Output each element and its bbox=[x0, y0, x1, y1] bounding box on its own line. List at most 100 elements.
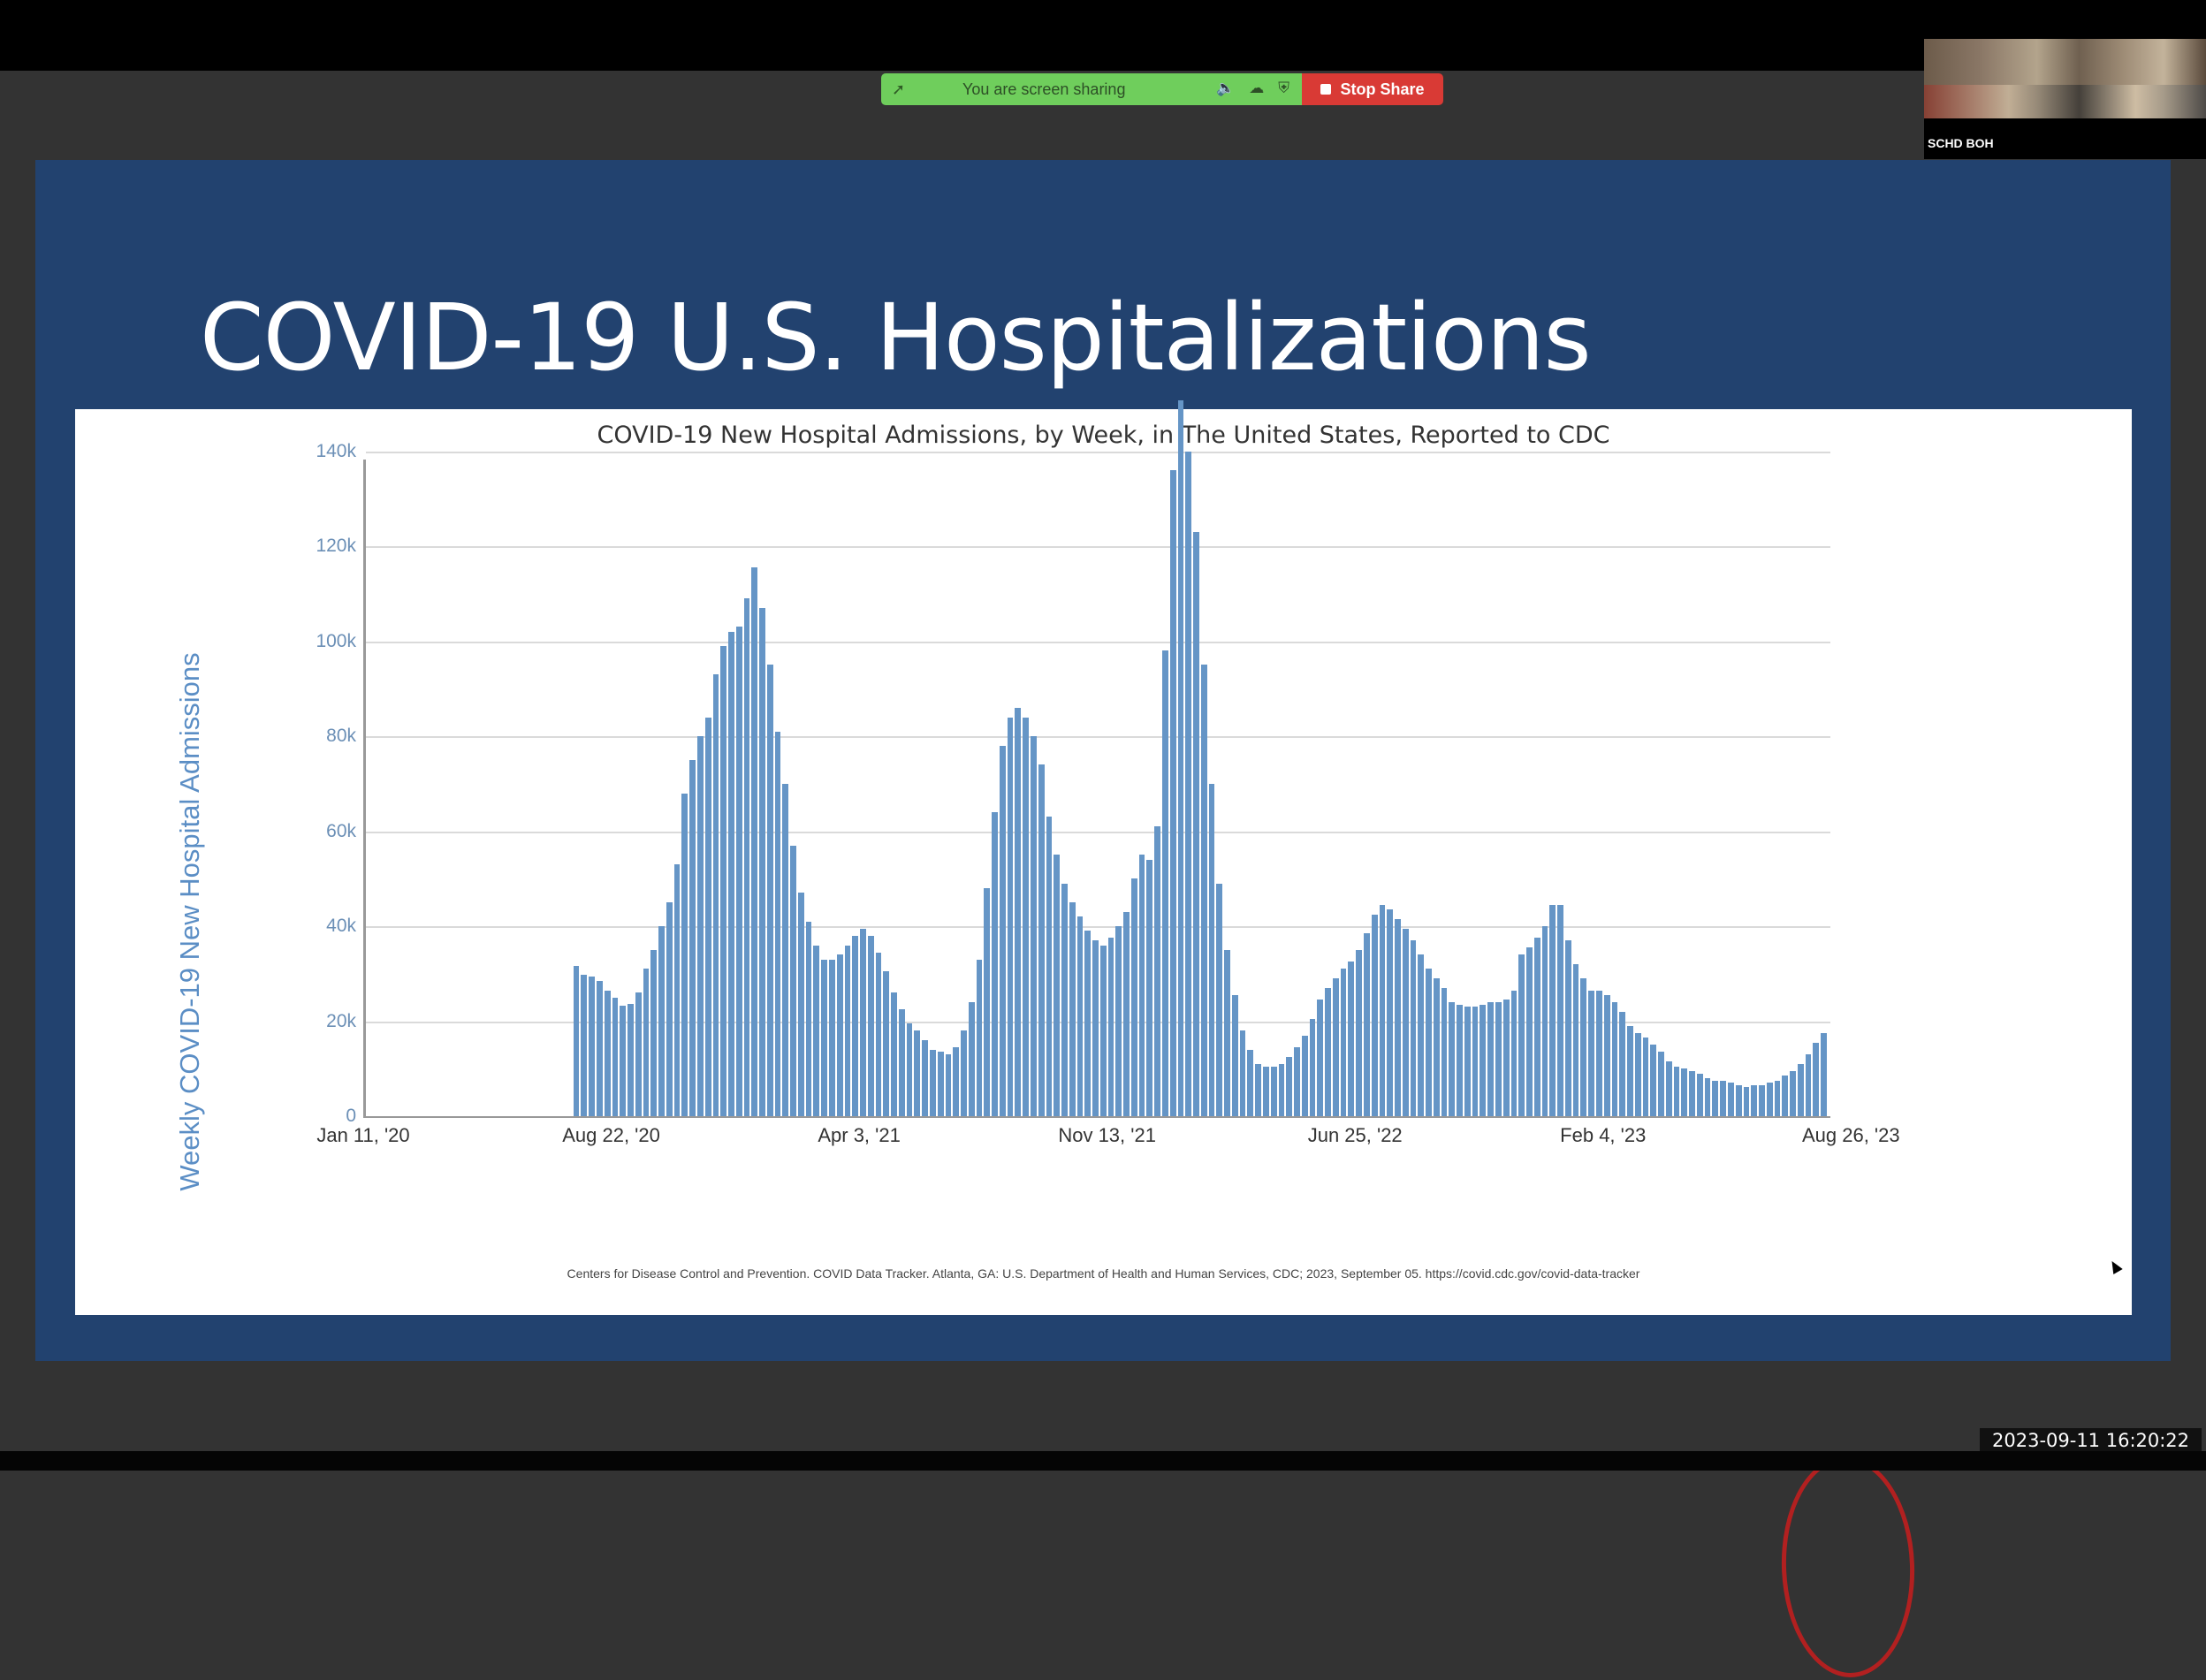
cloud-icon[interactable]: ☁ bbox=[1249, 80, 1265, 96]
bar bbox=[1130, 878, 1137, 1116]
bar bbox=[1704, 1078, 1711, 1116]
bar bbox=[1533, 938, 1540, 1116]
x-tick-label: Nov 13, '21 bbox=[1058, 1124, 1156, 1146]
bar bbox=[1782, 1076, 1789, 1116]
screen-share-bar: ➚ You are screen sharing 🔈 ☁ ⛨ Stop Shar… bbox=[881, 73, 1443, 105]
bar bbox=[1270, 1066, 1277, 1116]
bar bbox=[906, 1023, 913, 1116]
bar bbox=[1084, 931, 1092, 1116]
participant-video-tile[interactable]: SCHD BOH bbox=[1924, 39, 2206, 159]
bar bbox=[720, 645, 727, 1116]
bar bbox=[1572, 964, 1579, 1116]
bar bbox=[1426, 969, 1432, 1116]
bar bbox=[1502, 1000, 1510, 1116]
bar bbox=[1162, 650, 1168, 1116]
bar bbox=[813, 945, 820, 1116]
gridline bbox=[366, 736, 1830, 738]
bar bbox=[1627, 1025, 1633, 1116]
bar bbox=[867, 935, 874, 1116]
bar bbox=[1766, 1083, 1773, 1116]
y-tick-label: 140k bbox=[316, 440, 356, 461]
bar bbox=[953, 1047, 960, 1116]
bar bbox=[790, 845, 796, 1116]
bar bbox=[1138, 855, 1145, 1116]
bar bbox=[898, 1009, 905, 1116]
bar bbox=[1402, 928, 1409, 1116]
bar bbox=[805, 921, 812, 1116]
bar bbox=[1247, 1049, 1254, 1116]
bar bbox=[1418, 954, 1425, 1116]
bar bbox=[1023, 717, 1029, 1116]
bar bbox=[1363, 933, 1370, 1116]
y-axis-label: Weekly COVID-19 New Hospital Admissions bbox=[174, 652, 205, 1191]
red-ellipse-annotation bbox=[1777, 1454, 1919, 1680]
bar bbox=[968, 1002, 975, 1116]
y-tick-label: 100k bbox=[316, 630, 356, 651]
bar bbox=[1564, 940, 1571, 1116]
video-feed bbox=[1924, 39, 2206, 118]
bar bbox=[1759, 1085, 1765, 1116]
x-axis bbox=[363, 1116, 1830, 1118]
bar bbox=[620, 1005, 627, 1116]
bar bbox=[1805, 1054, 1812, 1116]
bar bbox=[1054, 855, 1061, 1116]
bar bbox=[658, 926, 665, 1116]
bar bbox=[1154, 826, 1161, 1116]
y-tick-label: 80k bbox=[326, 726, 356, 746]
bar bbox=[1681, 1068, 1688, 1116]
stop-share-label: Stop Share bbox=[1340, 80, 1425, 98]
bar bbox=[1751, 1085, 1758, 1116]
bar bbox=[573, 966, 580, 1116]
y-tick-label: 20k bbox=[326, 1010, 356, 1031]
bar bbox=[1595, 990, 1602, 1116]
x-tick-label: Jun 25, '22 bbox=[1307, 1124, 1403, 1146]
stop-share-button[interactable]: Stop Share bbox=[1302, 73, 1443, 105]
bar bbox=[875, 952, 882, 1116]
bar bbox=[1634, 1032, 1641, 1116]
bar bbox=[1487, 1002, 1494, 1116]
bar bbox=[673, 864, 681, 1116]
bar bbox=[766, 665, 773, 1116]
bar bbox=[1395, 918, 1401, 1116]
bar bbox=[1720, 1080, 1727, 1116]
bar bbox=[1200, 665, 1207, 1116]
bar bbox=[1348, 962, 1355, 1116]
bar bbox=[1208, 783, 1215, 1116]
bar bbox=[1549, 904, 1556, 1116]
bar bbox=[860, 928, 866, 1116]
bar bbox=[1007, 717, 1014, 1116]
bar bbox=[1030, 736, 1037, 1116]
bar bbox=[821, 959, 828, 1116]
source-footnote: Centers for Disease Control and Preventi… bbox=[567, 1266, 1640, 1281]
bar bbox=[581, 974, 588, 1116]
bar bbox=[1410, 940, 1417, 1116]
y-axis bbox=[363, 460, 366, 1118]
bar bbox=[774, 731, 781, 1116]
stop-square-icon bbox=[1320, 84, 1332, 95]
bar bbox=[797, 893, 804, 1116]
bar bbox=[1231, 994, 1238, 1116]
bar bbox=[1015, 707, 1022, 1116]
bar bbox=[1046, 817, 1053, 1116]
bar bbox=[1813, 1042, 1820, 1116]
bar bbox=[612, 997, 619, 1116]
bar bbox=[1061, 883, 1068, 1116]
bar bbox=[852, 935, 859, 1116]
bar bbox=[1371, 914, 1378, 1116]
bar bbox=[759, 607, 765, 1116]
bar bbox=[696, 736, 704, 1116]
bar bbox=[1092, 940, 1099, 1116]
share-leaf-icon[interactable]: ➚ bbox=[892, 80, 906, 98]
bar bbox=[1038, 764, 1045, 1116]
bar bbox=[829, 959, 835, 1116]
bar bbox=[751, 567, 758, 1116]
bar bbox=[597, 980, 603, 1116]
bar bbox=[743, 598, 750, 1116]
bar bbox=[589, 976, 595, 1116]
bar bbox=[1325, 987, 1331, 1116]
participant-name: SCHD BOH bbox=[1928, 136, 1994, 150]
speaker-icon[interactable]: 🔈 bbox=[1216, 80, 1236, 96]
bar bbox=[1115, 926, 1122, 1116]
bar bbox=[735, 627, 742, 1116]
shield-icon[interactable]: ⛨ bbox=[1278, 80, 1289, 96]
